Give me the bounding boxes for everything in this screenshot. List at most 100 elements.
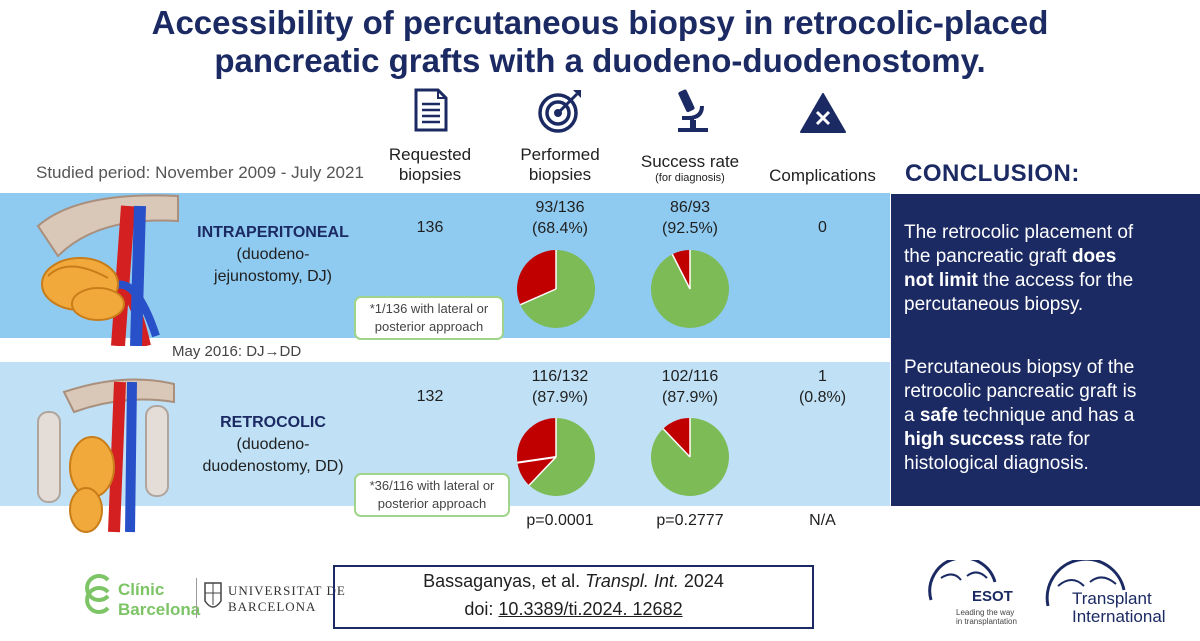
conclusion-paragraph-1: The retrocolic placement of the pancreat… xyxy=(904,221,1194,317)
column-performed-line1: Performed xyxy=(520,145,600,164)
citation-authors: Bassaganyas, et al. Transpl. Int. 2024 xyxy=(333,571,814,592)
column-requested: Requested biopsies xyxy=(370,145,490,185)
microscope-icon xyxy=(678,89,708,132)
conclusion-p1-line1: The retrocolic placement of xyxy=(904,222,1134,243)
intra_performed-slice-border-0 xyxy=(520,288,557,306)
conclusion-p2-line5: histological diagnosis. xyxy=(904,453,1089,474)
transition-label: May 2016: DJ→DD xyxy=(172,343,302,360)
callout-intra-line2: posterior approach xyxy=(374,319,484,334)
doi-link[interactable]: 10.3389/ti.2024. 12682 xyxy=(498,599,683,619)
esot-tagline-2: in transplantation xyxy=(956,617,1017,626)
callout-retro-line1: *36/116 with lateral or xyxy=(369,478,495,493)
page-title: Accessibility of percutaneous biopsy in … xyxy=(0,4,1200,80)
callout-intra-line1: *1/136 with lateral or xyxy=(369,301,489,316)
pie-intra-success xyxy=(651,250,729,328)
row-detail-intraperitoneal-1: (duodeno- xyxy=(236,246,310,263)
esot-logo-text: ESOT xyxy=(972,588,1013,605)
clinic-line1: Clínic xyxy=(118,580,165,599)
intra-performed-pct: (68.4%) xyxy=(531,220,589,237)
row-detail-intraperitoneal-2: jejunostomy, DJ) xyxy=(214,268,332,285)
clinic-line2: Barcelona xyxy=(118,600,201,619)
pvalue-performed: p=0.0001 xyxy=(526,512,594,529)
retro-performed-fraction: 116/132 xyxy=(531,368,589,385)
pie-retro-performed xyxy=(517,418,595,496)
citation-year: 2024 xyxy=(678,571,724,591)
row-detail-retrocolic-2: duodenostomy, DD) xyxy=(202,458,344,475)
conclusion-p1-line3-bold: not limit xyxy=(904,270,978,291)
conclusion-p2-line2: retrocolic pancreatic graft is xyxy=(904,381,1137,402)
row-name-intraperitoneal: INTRAPERITONEAL xyxy=(197,224,349,241)
conclusion-p2-line4-bold: high success xyxy=(904,429,1025,450)
pie-retro-success xyxy=(651,418,729,496)
column-requested-line1: Requested xyxy=(388,145,472,164)
conclusion-p1-line3: not limit the access for the xyxy=(904,269,1194,293)
conclusion-p2-line1: Percutaneous biopsy of the xyxy=(904,357,1135,378)
conclusion-p2-line3-a: a xyxy=(904,405,920,426)
intra-complications: 0 xyxy=(770,217,875,238)
column-complications-line1: Complications xyxy=(769,166,876,185)
studied-period: Studied period: November 2009 - July 202… xyxy=(36,163,364,182)
title-line-1: Accessibility of percutaneous biopsy in … xyxy=(151,4,1049,41)
conclusion-p1-line2: the pancreatic graft does xyxy=(904,245,1194,269)
retro-performed: 116/132 (87.9%) xyxy=(500,366,620,408)
citation-doi: doi: 10.3389/ti.2024. 12682 xyxy=(333,599,814,620)
intra_success-slice-border-0 xyxy=(671,253,691,290)
conclusion-p2-line3: a safe technique and has a xyxy=(904,404,1194,428)
pie-intra-performed xyxy=(517,250,595,328)
callout-intra: *1/136 with lateral or posterior approac… xyxy=(354,296,504,340)
intra_performed-green-slice xyxy=(520,250,595,328)
retro-complications-value: 1 xyxy=(818,368,827,385)
esot-logo-icon xyxy=(928,560,997,601)
conclusion-p2-line3-bold: safe xyxy=(919,405,958,426)
clinic-barcelona-logo-icon xyxy=(85,574,110,614)
ti-line1: Transplant xyxy=(1072,589,1152,608)
row-name-retrocolic: RETROCOLIC xyxy=(220,414,326,431)
citation-authors-text: Bassaganyas, et al. xyxy=(423,571,586,591)
callout-retro-line2: posterior approach xyxy=(377,496,487,511)
warning-x-icon xyxy=(800,93,846,133)
column-requested-line2: biopsies xyxy=(398,165,462,184)
pvalue-complications: N/A xyxy=(809,512,836,529)
conclusion-p2-line4-rest: rate for xyxy=(1024,429,1090,450)
intra-success-fraction: 86/93 xyxy=(669,199,711,216)
pvalue-success: p=0.2777 xyxy=(656,512,724,529)
conclusion-box xyxy=(891,194,1200,506)
intra_performed-red-slice xyxy=(517,250,556,305)
university-barcelona-logo-text: UNIVERSITAT DE BARCELONA xyxy=(228,583,346,615)
document-icon xyxy=(414,88,448,132)
citation-journal: Transpl. Int. xyxy=(585,571,679,591)
ub-crest-icon xyxy=(204,582,222,608)
retro_performed-slice-border-0 xyxy=(528,456,557,486)
conclusion-p2-line3-rest: technique and has a xyxy=(957,405,1135,426)
intra-performed: 93/136 (68.4%) xyxy=(500,197,620,239)
ub-line2: BARCELONA xyxy=(228,599,317,614)
esot-tagline-1: Leading the way xyxy=(956,608,1015,617)
column-success-note: (for diagnosis) xyxy=(655,172,725,184)
retro-complications-pct: (0.8%) xyxy=(798,389,847,406)
intra-performed-fraction: 93/136 xyxy=(535,199,585,216)
ti-line2: International xyxy=(1072,607,1166,626)
row-detail-retrocolic-1: (duodeno- xyxy=(236,436,310,453)
retro_performed-green-slice xyxy=(529,418,595,496)
row-label-retrocolic: RETROCOLIC (duodeno- duodenostomy, DD) xyxy=(178,412,368,478)
column-success-line1: Success rate xyxy=(640,152,740,171)
citation-doi-label: doi: xyxy=(464,599,499,619)
retro_success-slice-border-0 xyxy=(662,428,691,458)
conclusion-heading: CONCLUSION: xyxy=(905,160,1080,187)
clinic-barcelona-logo-text: Clínic Barcelona xyxy=(118,580,200,620)
conclusion-p1-line3-text: the access for the xyxy=(977,270,1134,291)
conclusion-p1-line4: percutaneous biopsy. xyxy=(904,294,1084,315)
conclusion-p1-line2-text: the pancreatic graft xyxy=(904,246,1072,267)
column-performed-line2: biopsies xyxy=(528,165,592,184)
intraperitoneal-anatomy-illustration xyxy=(36,194,179,346)
citation-box xyxy=(333,565,814,629)
callout-retro: *36/116 with lateral or posterior approa… xyxy=(354,473,510,517)
title-line-2: pancreatic grafts with a duodeno-duodeno… xyxy=(214,42,986,79)
retro-complications: 1 (0.8%) xyxy=(770,366,875,408)
conclusion-paragraph-2: Percutaneous biopsy of the retrocolic pa… xyxy=(904,356,1194,476)
column-performed: Performed biopsies xyxy=(500,145,620,185)
intra-success-pct: (92.5%) xyxy=(661,220,719,237)
retro-requested: 132 xyxy=(416,388,444,405)
row-label-intraperitoneal: INTRAPERITONEAL (duodeno- jejunostomy, D… xyxy=(178,222,368,288)
transplant-international-logo-icon xyxy=(1045,560,1126,607)
